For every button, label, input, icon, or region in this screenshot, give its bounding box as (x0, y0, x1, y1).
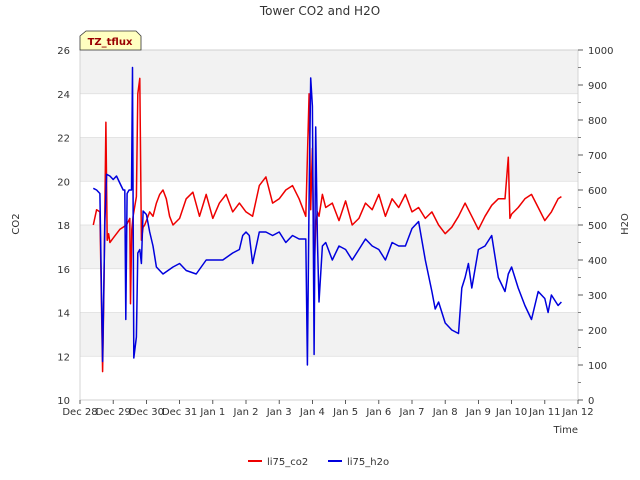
x-tick-label: Jan 9 (465, 407, 491, 418)
y-axis-right-label: H2O (620, 213, 631, 235)
x-tick-label: Jan 3 (266, 407, 292, 418)
x-tick-label: Jan 2 (233, 407, 259, 418)
x-axis-label: Time (553, 425, 578, 436)
series-lines (92, 66, 562, 373)
y-left-tick-label: 14 (57, 309, 70, 320)
x-tick-label: Jan 10 (495, 407, 527, 418)
y-right-tick-label: 200 (588, 326, 607, 337)
y-left-tick-label: 26 (57, 46, 70, 57)
x-tick-label: Jan 4 (299, 407, 325, 418)
y-right-tick-label: 600 (588, 186, 607, 197)
y-right-tick-label: 900 (588, 81, 607, 92)
grid-band (80, 137, 578, 182)
x-tick-label: Jan 6 (365, 407, 391, 418)
gridline-bands (80, 50, 578, 357)
series-line-li75_co2 (92, 77, 562, 373)
y-right-tick-label: 700 (588, 151, 607, 162)
grid-band (80, 312, 578, 357)
y-axis-right: 0 100 200 300 400 500 600 700 800 900 1000 (578, 46, 613, 407)
site-badge-label: TZ_tflux (88, 37, 133, 48)
y-left-tick-label: 22 (57, 134, 70, 145)
y-axis-left-label: CO2 (11, 213, 22, 234)
y-right-tick-label: 100 (588, 361, 607, 372)
x-tick-label: Dec 31 (162, 407, 197, 418)
y-right-tick-label: 300 (588, 291, 607, 302)
y-left-tick-label: 10 (57, 396, 70, 407)
x-tick-label: Dec 28 (62, 407, 97, 418)
y-left-tick-label: 18 (57, 221, 70, 232)
chart-title: Tower CO2 and H2O (259, 4, 380, 18)
y-left-tick-label: 12 (57, 352, 70, 363)
legend-label: li75_h2o (347, 457, 389, 468)
y-left-tick-label: 24 (57, 90, 70, 101)
x-tick-label: Jan 5 (332, 407, 358, 418)
y-left-tick-label: 16 (57, 265, 70, 276)
grid-band (80, 50, 578, 94)
site-badge-shape (79, 30, 142, 51)
y-left-tick-label: 20 (57, 177, 70, 188)
x-tick-label: Dec 29 (96, 407, 131, 418)
y-axis-left: 10 12 14 16 18 20 22 24 26 (57, 46, 70, 407)
legend-label: li75_co2 (267, 457, 308, 468)
series-line-li75_h2o (92, 66, 562, 366)
y-right-tick-label: 0 (588, 396, 594, 407)
grid-band (80, 225, 578, 269)
x-tick-label: Dec 30 (129, 407, 164, 418)
y-right-tick-label: 800 (588, 116, 607, 127)
x-tick-label: Jan 12 (561, 407, 593, 418)
x-tick-label: Jan 11 (528, 407, 560, 418)
x-tick-label: Jan 8 (432, 407, 458, 418)
y-right-tick-label: 1000 (588, 46, 613, 57)
y-right-tick-label: 400 (588, 256, 607, 267)
x-tick-label: Jan 1 (199, 407, 225, 418)
y-right-tick-label: 500 (588, 221, 607, 232)
site-badge: TZ_tflux (79, 30, 142, 51)
x-tick-label: Jan 7 (399, 407, 425, 418)
legend: li75_co2 li75_h2o (248, 457, 389, 468)
